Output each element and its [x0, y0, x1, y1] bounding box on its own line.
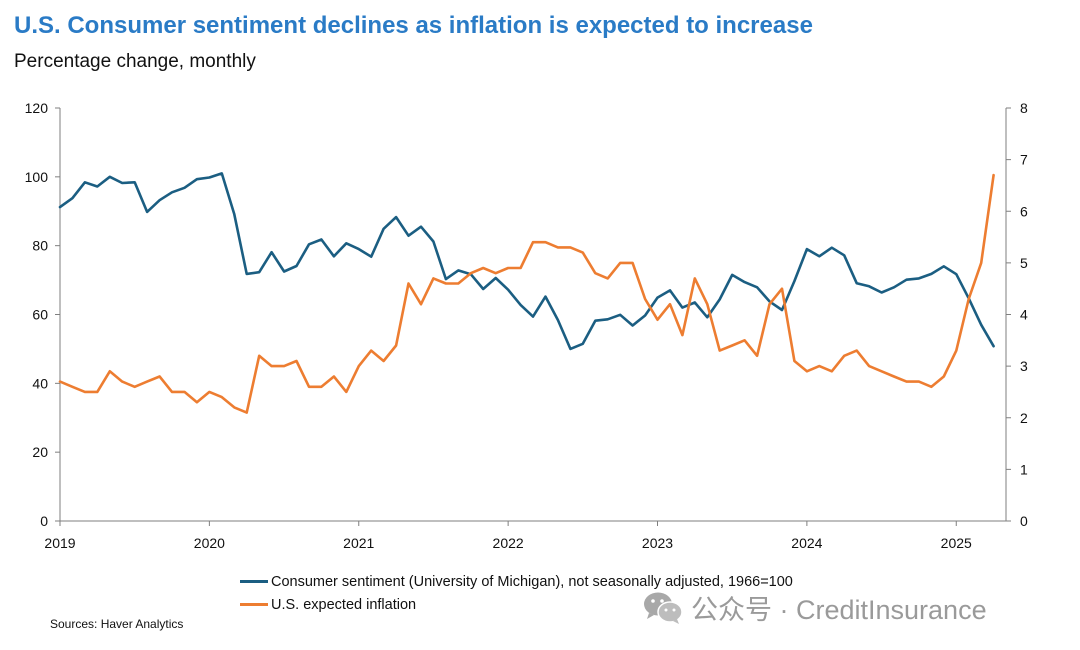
y-right-tick-label: 2	[1020, 410, 1028, 426]
y-right-tick-label: 3	[1020, 358, 1028, 374]
x-tick-label: 2023	[642, 535, 673, 551]
x-tick-label: 2022	[493, 535, 524, 551]
y-right-tick-label: 5	[1020, 255, 1028, 271]
y-right-tick-label: 8	[1020, 100, 1028, 116]
legend-label-inflation: U.S. expected inflation	[271, 596, 417, 613]
sources-note: Sources: Haver Analytics	[50, 617, 184, 631]
y-right-tick-label: 7	[1020, 152, 1028, 168]
series-line-inflation	[58, 173, 995, 414]
y-left-tick-label: 0	[40, 513, 48, 529]
legend-label-sentiment: Consumer sentiment (University of Michig…	[271, 573, 793, 590]
x-tick-label: 2025	[941, 535, 972, 551]
legend-swatch-sentiment	[240, 580, 268, 583]
y-left-tick-label: 100	[25, 169, 49, 185]
legend-item-sentiment: Consumer sentiment (University of Michig…	[240, 570, 793, 593]
y-right-tick-label: 6	[1020, 203, 1028, 219]
series-line-sentiment	[58, 172, 995, 351]
y-left-tick-label: 20	[32, 444, 48, 460]
x-tick-label: 2019	[44, 535, 75, 551]
wechat-icon	[644, 592, 683, 624]
x-tick-label: 2020	[194, 535, 225, 551]
watermark: 公众号 · CreditInsurance	[643, 588, 987, 627]
watermark-text: 公众号 · CreditInsurance	[691, 595, 987, 625]
legend-item-inflation: U.S. expected inflation	[240, 593, 793, 616]
y-right-tick-label: 0	[1020, 513, 1028, 529]
y-right-tick-label: 4	[1020, 307, 1028, 323]
x-tick-label: 2024	[791, 535, 822, 551]
y-left-tick-label: 80	[32, 238, 48, 254]
x-tick-label: 2021	[343, 535, 374, 551]
chart-legend: Consumer sentiment (University of Michig…	[240, 570, 793, 616]
y-left-tick-label: 40	[32, 375, 48, 391]
legend-swatch-inflation	[240, 603, 268, 606]
y-right-tick-label: 1	[1020, 461, 1028, 477]
y-left-tick-label: 120	[25, 100, 49, 116]
chart-subtitle: Percentage change, monthly	[14, 51, 256, 72]
chart-title: U.S. Consumer sentiment declines as infl…	[14, 12, 813, 39]
y-left-tick-label: 60	[32, 307, 48, 323]
